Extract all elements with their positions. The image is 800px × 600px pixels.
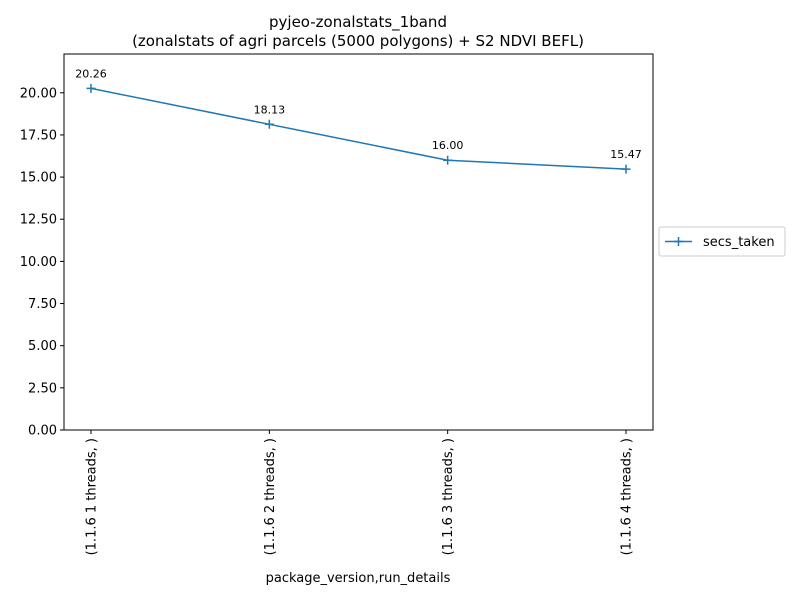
data-point-marker (264, 119, 274, 129)
y-tick-label: 17.50 (20, 128, 57, 143)
plot-series: 20.26 18.13 16.00 15.47 (75, 67, 642, 174)
y-tick-label: 10.00 (20, 255, 57, 270)
legend-marker-plus-icon (674, 237, 683, 246)
y-tick-label: 20.00 (20, 86, 57, 101)
x-tick-label: (1.1.6 2 threads, ) (263, 438, 278, 555)
plot-frame (63, 53, 654, 431)
data-point-marker (621, 164, 631, 174)
data-label: 16.00 (432, 139, 464, 152)
y-tick-label: 5.00 (28, 339, 57, 354)
x-tick-label: (1.1.6 4 threads, ) (620, 438, 635, 555)
x-axis-label: package_version,run_details (266, 571, 451, 586)
data-label: 18.13 (254, 103, 286, 116)
y-tick-label: 0.00 (28, 424, 57, 439)
y-tick-label: 7.50 (28, 297, 57, 312)
y-axis-ticks: 0.00 2.50 5.00 7.50 10.00 12.50 15.00 17.50 20.0… (20, 86, 64, 439)
chart-subtitle: (zonalstats of agri parcels (5000 polygo… (132, 32, 584, 50)
legend-box (658, 226, 786, 257)
x-tick-label: (1.1.6 1 threads, ) (85, 438, 100, 555)
data-label: 20.26 (75, 67, 107, 80)
legend-label: secs_taken (703, 235, 775, 250)
data-label: 15.47 (610, 148, 642, 161)
legend: secs_taken (658, 226, 786, 257)
chart-title: pyjeo-zonalstats_1band (269, 13, 447, 32)
y-tick-label: 15.00 (20, 171, 57, 186)
x-tick-label: (1.1.6 3 threads, ) (441, 438, 456, 555)
data-point-marker (443, 155, 453, 165)
series-line (90, 87, 627, 170)
x-axis-ticks: (1.1.6 1 threads, ) (1.1.6 2 threads, ) (1… (85, 430, 635, 555)
y-tick-label: 12.50 (20, 213, 57, 228)
y-tick-label: 2.50 (28, 381, 57, 396)
data-point-marker (86, 83, 96, 93)
